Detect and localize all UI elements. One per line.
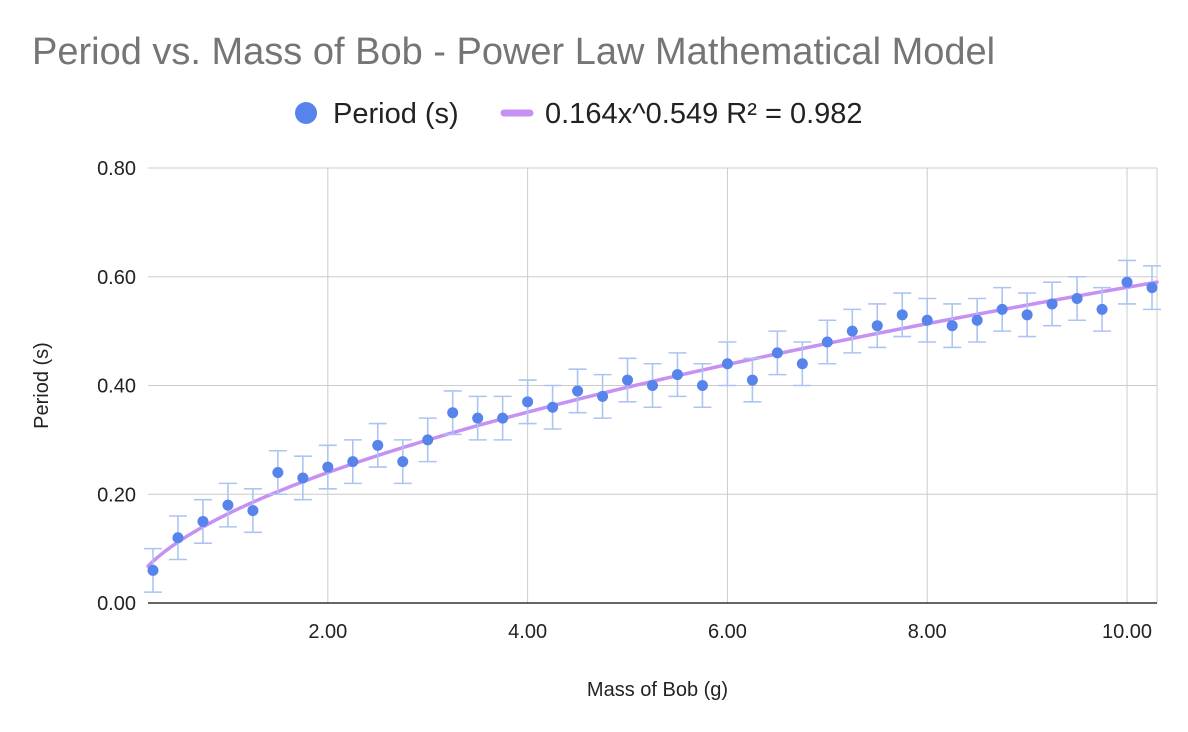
trendline-curve (146, 280, 1159, 568)
data-point-34 (996, 303, 1008, 315)
x-axis-tick-labels: 2.00 4.00 6.00 8.00 10.00 (308, 621, 1152, 643)
data-point-3 (222, 499, 234, 511)
plot-area (143, 259, 1162, 593)
trendline-series (146, 280, 1159, 568)
data-point-23 (721, 358, 733, 370)
data-point-38 (1096, 303, 1108, 315)
legend: Period (s) 0.164x^0.549 R² = 0.982 (295, 98, 863, 130)
data-point-5 (272, 467, 284, 478)
data-point-15 (522, 396, 534, 408)
y-tick-label-0: 0.00 (97, 593, 136, 615)
data-point-0 (147, 564, 159, 576)
y-tick-label-3: 0.60 (97, 267, 136, 289)
period-series-points (147, 276, 1158, 576)
x-tick-label-2: 6.00 (708, 621, 747, 643)
data-point-35 (1021, 309, 1033, 321)
data-point-18 (597, 390, 609, 402)
data-point-25 (771, 347, 783, 359)
data-point-30 (896, 309, 908, 321)
data-point-1 (172, 532, 184, 544)
data-point-32 (946, 320, 958, 332)
x-tick-label-0: 2.00 (308, 621, 347, 643)
data-point-21 (671, 369, 683, 381)
data-point-20 (647, 380, 658, 391)
data-point-10 (397, 456, 409, 468)
data-point-7 (322, 461, 334, 473)
data-point-19 (622, 374, 634, 386)
data-point-12 (447, 407, 459, 419)
data-point-22 (696, 380, 708, 391)
data-point-4 (247, 505, 259, 517)
chart-title: Period vs. Mass of Bob - Power Law Mathe… (32, 31, 995, 73)
y-axis-title: Period (s) (31, 342, 53, 429)
data-point-8 (347, 456, 359, 468)
x-tick-label-3: 8.00 (908, 621, 947, 643)
data-point-16 (547, 401, 559, 413)
data-point-2 (197, 515, 209, 527)
y-tick-label-4: 0.80 (97, 158, 136, 180)
legend-label-trendline: 0.164x^0.549 R² = 0.982 (545, 98, 863, 130)
data-point-17 (572, 385, 584, 397)
data-point-14 (497, 412, 509, 424)
data-point-28 (846, 325, 858, 337)
y-tick-label-1: 0.20 (97, 484, 136, 506)
y-tick-label-2: 0.40 (97, 376, 136, 398)
data-point-27 (821, 336, 833, 348)
data-point-40 (1146, 282, 1158, 294)
data-point-26 (796, 358, 808, 370)
data-point-33 (971, 314, 983, 326)
x-tick-label-4: 10.00 (1102, 621, 1152, 643)
x-axis-title: Mass of Bob (g) (587, 679, 728, 701)
y-axis-tick-labels: 0.00 0.20 0.40 0.60 0.80 (97, 158, 136, 615)
data-point-6 (297, 472, 309, 484)
data-point-13 (472, 412, 484, 424)
data-point-11 (422, 434, 434, 446)
data-point-36 (1046, 298, 1058, 310)
data-point-39 (1121, 276, 1133, 288)
x-tick-label-1: 4.00 (508, 621, 547, 643)
data-point-29 (871, 320, 883, 332)
data-point-9 (372, 439, 384, 451)
data-point-31 (921, 314, 933, 326)
data-point-24 (746, 374, 758, 386)
data-point-37 (1071, 293, 1083, 304)
legend-marker-period (295, 102, 317, 124)
legend-label-period: Period (s) (333, 98, 459, 130)
